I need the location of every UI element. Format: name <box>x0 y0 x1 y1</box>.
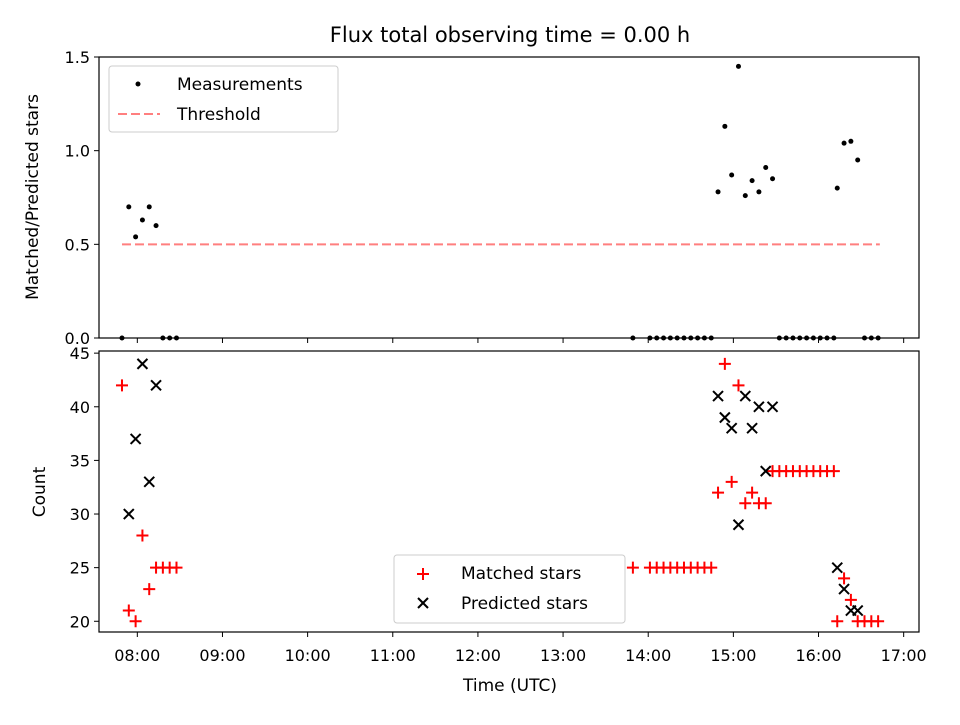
predicted-star-point <box>712 390 724 402</box>
bottom-y-tick-label: 20 <box>70 612 90 631</box>
matched-star-point <box>827 465 840 478</box>
measurement-point <box>153 223 159 229</box>
top-legend: Measurements Threshold <box>108 65 339 133</box>
legend-matched-label: Matched stars <box>461 564 581 584</box>
x-tick-label: 16:00 <box>795 646 841 665</box>
predicted-star-point <box>136 358 149 370</box>
legend-predicted-label: Predicted stars <box>461 594 588 614</box>
top-y-tick-label: 1.0 <box>65 142 90 161</box>
bottom-y-axis-label: Count <box>30 466 50 517</box>
measurement-point <box>742 193 748 199</box>
top-y-tick-label: 0.0 <box>65 329 90 348</box>
x-tick-label: 17:00 <box>881 646 927 665</box>
bottom-y-tick-label: 40 <box>70 398 90 417</box>
predicted-star-point <box>753 401 765 413</box>
matched-star-point <box>626 561 639 574</box>
matched-star-point <box>115 379 128 392</box>
legend-threshold-label: Threshold <box>176 105 261 125</box>
legend-measurements-marker <box>135 81 141 87</box>
measurement-point <box>715 189 721 195</box>
measurement-point <box>848 138 854 144</box>
matched-star-point <box>170 561 183 574</box>
top-y-tick-label: 1.5 <box>65 48 90 67</box>
x-tick-label: 10:00 <box>285 646 331 665</box>
bottom-legend-frame <box>393 554 626 624</box>
x-tick-label: 12:00 <box>455 646 501 665</box>
bottom-plot: 08:00 09:00 10:00 11:00 12:00 13:00 14:00 15:00… <box>30 344 927 696</box>
measurement-point <box>735 63 741 69</box>
top-legend-frame <box>108 65 339 133</box>
predicted-star-point <box>123 508 135 520</box>
legend-matched-marker <box>417 568 429 580</box>
x-axis-label: Time (UTC) <box>462 676 557 696</box>
predicted-star-point <box>838 583 850 595</box>
matched-star-point <box>844 593 857 606</box>
matched-star-point <box>732 379 745 392</box>
measurement-point <box>841 140 847 146</box>
predicted-star-point <box>746 422 758 434</box>
predicted-star-point <box>739 390 752 402</box>
legend-predicted-marker <box>417 597 429 609</box>
matched-star-point <box>872 615 885 628</box>
bottom-y-tick-label: 25 <box>70 559 90 578</box>
chart-title: Flux total observing time = 0.00 h <box>330 23 690 47</box>
legend-measurements-label: Measurements <box>177 75 303 95</box>
measurement-point <box>749 178 755 184</box>
measurement-point <box>722 123 728 129</box>
predicted-star-point <box>766 401 779 413</box>
top-plot: 0.0 0.5 1.0 1.5 Matched/Predicted stars Mea… <box>23 48 920 348</box>
x-tick-label: 08:00 <box>114 646 160 665</box>
bottom-y-tick-label: 45 <box>70 344 90 363</box>
measurement-point <box>834 185 840 191</box>
measurement-point <box>139 217 145 223</box>
measurement-point <box>855 157 861 163</box>
predicted-star-point <box>129 433 142 445</box>
predicted-star-point <box>719 411 731 424</box>
x-tick-label: 09:00 <box>199 646 245 665</box>
predicted-star-point <box>760 465 772 477</box>
x-tick-label: 15:00 <box>710 646 756 665</box>
measurement-point <box>770 176 776 182</box>
bottom-y-tick-label: 30 <box>70 505 90 524</box>
matched-star-point <box>746 486 759 499</box>
predicted-star-point <box>732 519 745 531</box>
matched-star-point <box>831 615 844 628</box>
matched-star-point <box>705 561 718 574</box>
top-y-tick-label: 0.5 <box>65 235 90 254</box>
predicted-star-point <box>725 422 738 434</box>
matched-star-point <box>759 497 772 510</box>
measurement-point <box>146 204 152 210</box>
matched-star-point <box>718 357 731 370</box>
top-axes-frame <box>98 56 920 339</box>
bottom-y-tick-label: 35 <box>70 451 90 470</box>
measurement-point <box>126 204 132 210</box>
predicted-star-point <box>150 379 162 392</box>
x-tick-label: 14:00 <box>625 646 671 665</box>
x-tick-label: 13:00 <box>540 646 586 665</box>
predicted-star-point <box>851 604 864 617</box>
bottom-legend: Matched stars Predicted stars <box>393 554 626 624</box>
top-y-axis-label: Matched/Predicted stars <box>23 94 43 300</box>
matched-star-point <box>739 497 752 510</box>
bottom-axes-frame <box>98 350 920 633</box>
matched-star-point <box>725 475 738 488</box>
measurement-point <box>763 165 769 171</box>
predicted-star-point <box>831 561 843 574</box>
matched-star-point <box>129 615 142 628</box>
measurement-point <box>133 234 139 240</box>
measurement-point <box>756 189 762 195</box>
x-tick-label: 11:00 <box>370 646 416 665</box>
matched-star-point <box>122 604 135 617</box>
predicted-star-point <box>143 476 155 488</box>
measurement-point <box>729 172 735 178</box>
matched-star-point <box>712 486 725 499</box>
matched-star-point <box>838 572 851 585</box>
matched-star-point <box>143 583 156 596</box>
matched-star-point <box>136 529 149 542</box>
